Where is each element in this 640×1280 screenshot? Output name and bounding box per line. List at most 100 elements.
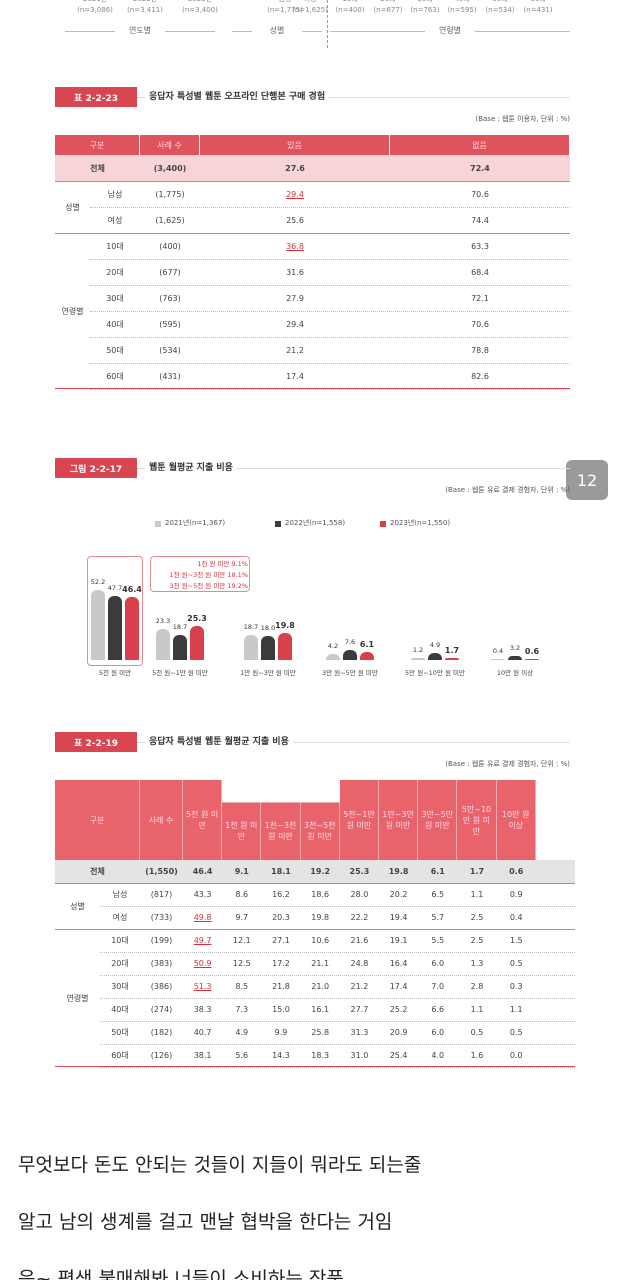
bar xyxy=(278,633,292,660)
cell: 0.6 xyxy=(509,867,524,876)
cell: 25.6 xyxy=(286,215,304,225)
value-label: 52.2 xyxy=(90,577,106,586)
cell: 7.3 xyxy=(235,1005,249,1014)
cell: 18.1 xyxy=(271,867,291,876)
row-label: 30대 xyxy=(106,293,124,303)
heading-line xyxy=(55,742,570,743)
strip-n: (n=3,400) xyxy=(182,6,218,14)
cell: 36.8 xyxy=(286,241,304,251)
row-label: 60대 xyxy=(111,1051,129,1060)
heading-title: 웹툰 월평균 지출 비용 xyxy=(145,458,237,478)
cell: 10.6 xyxy=(311,936,330,945)
cell: 18.6 xyxy=(311,890,330,899)
header-cell: 사례 수 xyxy=(140,135,200,155)
cell: 29.4 xyxy=(286,189,304,199)
row-label: 40대 xyxy=(111,1005,129,1014)
value-label: 0.6 xyxy=(524,647,540,657)
strip-n: (n=534) xyxy=(485,6,515,14)
cell: 4.9 xyxy=(235,1028,249,1037)
cell: 25.8 xyxy=(311,1028,330,1037)
cell: 15.0 xyxy=(272,1005,290,1014)
cell: 1.1 xyxy=(470,890,484,899)
cell: 74.4 xyxy=(471,215,489,225)
cell: 21.8 xyxy=(272,982,290,991)
callout-line: 3천 원~5천 원 미만 19.2% xyxy=(169,582,248,590)
row-label: 여성 xyxy=(107,215,123,225)
callout-box xyxy=(150,556,250,592)
header-cell: 3천~5천 원 미만 xyxy=(300,802,340,860)
legend-label: 2022년(n=1,558) xyxy=(285,519,346,527)
row-label: 여성 xyxy=(112,913,128,922)
cell: 27.1 xyxy=(272,936,290,945)
strip-n: (n=431) xyxy=(523,6,553,14)
cell: 17.2 xyxy=(272,959,290,968)
cell: 17.4 xyxy=(286,371,304,381)
legend-swatch xyxy=(275,521,281,527)
cell: (126) xyxy=(150,1051,173,1060)
bar xyxy=(326,654,340,660)
x-tick-label: 10만 원 이상 xyxy=(496,669,534,677)
header-cell: 10만 원 이상 xyxy=(496,780,536,860)
group-rule xyxy=(55,233,570,234)
page-badge: 12 xyxy=(566,460,608,500)
bar xyxy=(508,655,522,660)
row-label: 전체 xyxy=(90,867,105,876)
cell: 19.1 xyxy=(389,936,408,945)
cell: 21.1 xyxy=(311,959,330,968)
group-label: 연도별 xyxy=(115,25,165,36)
cell: 6.0 xyxy=(431,1028,445,1037)
cell: 1.6 xyxy=(470,1051,484,1060)
highlight-box xyxy=(87,556,143,666)
cell: 20.9 xyxy=(389,1028,408,1037)
cell: 5.7 xyxy=(431,913,445,922)
row-label: 10대 xyxy=(106,241,124,251)
cell: (274) xyxy=(150,1005,173,1014)
row-rule xyxy=(100,952,575,953)
row-label: 남성 xyxy=(107,189,123,199)
cell: 49.7 xyxy=(193,936,212,945)
cell: 12.1 xyxy=(232,936,251,945)
strip-label: 2023년 xyxy=(170,0,230,4)
header-cell: 구분 xyxy=(55,135,140,155)
cell: (677) xyxy=(159,267,181,277)
header-cell: 1천~3천 원 미만 xyxy=(261,802,301,860)
value-label: 0.4 xyxy=(492,647,504,656)
row-label: 성별 xyxy=(70,901,85,911)
row-rule xyxy=(100,1067,575,1068)
x-tick-label: 1만 원~3만 원 미만 xyxy=(240,669,296,677)
cell: 38.3 xyxy=(193,1005,212,1014)
strip-label: 30대 xyxy=(395,0,455,4)
cell: 20.2 xyxy=(389,890,408,899)
bar xyxy=(360,651,374,660)
table-frame xyxy=(55,780,575,1067)
cell: 82.6 xyxy=(471,371,489,381)
cell: 6.6 xyxy=(431,1005,445,1014)
cell: 21.2 xyxy=(350,982,369,991)
value-label: 4.9 xyxy=(429,641,441,650)
row-label: 20대 xyxy=(106,267,124,277)
bar xyxy=(108,595,122,660)
cell: 25.4 xyxy=(389,1051,408,1060)
cell: 19.8 xyxy=(388,867,409,876)
cell: 43.3 xyxy=(193,890,212,899)
bar xyxy=(261,635,275,660)
cell: 18.3 xyxy=(311,1051,330,1060)
cell: 31.0 xyxy=(350,1051,369,1060)
cell: 6.1 xyxy=(430,867,445,876)
value-label: 1.7 xyxy=(444,645,460,655)
value-label: 6.1 xyxy=(359,639,375,649)
cell: 49.8 xyxy=(193,913,212,922)
cell: 31.3 xyxy=(350,1028,369,1037)
legend-swatch xyxy=(380,521,386,527)
bar xyxy=(343,649,357,660)
value-label: 47.7 xyxy=(107,583,123,592)
x-tick-label: 3만 원~5만 원 미만 xyxy=(322,669,378,677)
cell: 8.5 xyxy=(235,982,249,991)
cell: 78.8 xyxy=(471,345,489,355)
cell: 27.9 xyxy=(286,293,304,303)
row-label: 20대 xyxy=(111,959,129,968)
cell: 31.6 xyxy=(286,267,304,277)
strip-n: (n=3,411) xyxy=(127,6,163,14)
row-rule xyxy=(90,285,570,286)
cell: (595) xyxy=(159,319,181,329)
